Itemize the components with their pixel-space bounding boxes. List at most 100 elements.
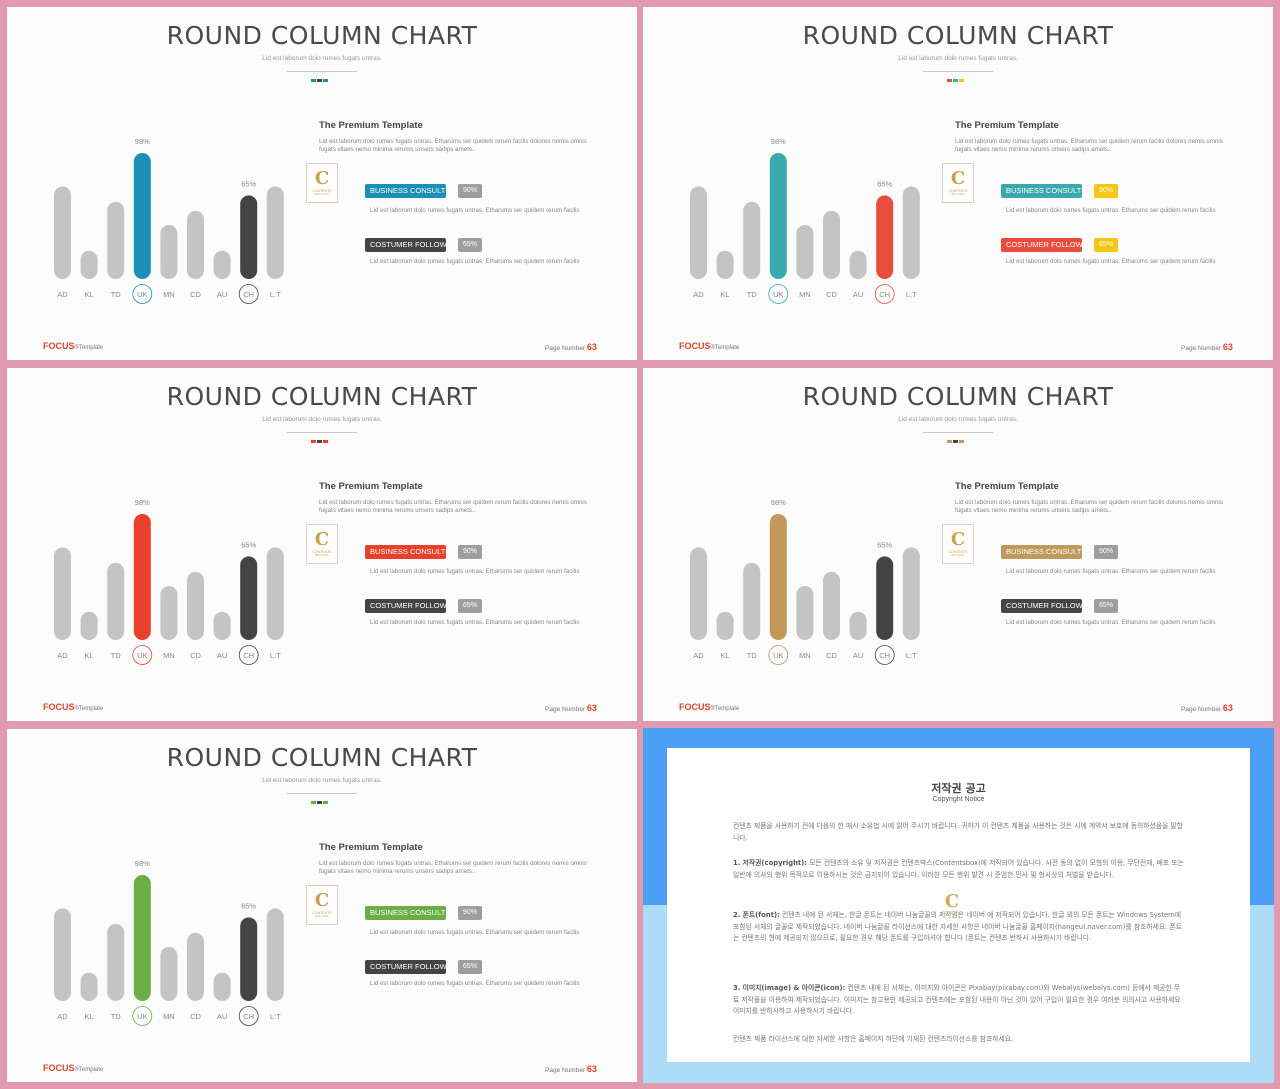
footer-brand: FOCUS®Template	[43, 1063, 103, 1073]
slide-title: ROUND COLUMN CHART	[166, 21, 478, 50]
logo-word: CONTENTS	[948, 550, 968, 554]
logo-word: CONTENTS	[948, 189, 968, 193]
tick-label-kl: KL	[85, 1012, 94, 1021]
highlight-ring-ch	[238, 1006, 259, 1026]
pct-badge-2: 65%	[458, 238, 482, 252]
copyright-p2-head: 2. 폰트(font):	[733, 911, 780, 919]
title-accent-dots	[947, 69, 971, 82]
bar-td	[107, 201, 125, 279]
label-costumer-follow: COSTUMER FOLLOW	[365, 960, 446, 974]
bar-lt	[902, 186, 920, 279]
brand-name: FOCUS	[679, 702, 711, 712]
title-accent-dots	[947, 430, 971, 443]
accent-dot	[323, 801, 328, 804]
value-label-uk: 98%	[135, 859, 150, 868]
brand-suffix: ®Template	[74, 706, 104, 712]
footer-brand: FOCUS®Template	[679, 341, 739, 351]
slide-5: ROUND COLUMN CHART Lid est laborum dolo r…	[7, 729, 637, 1082]
slide-subtitle: Lid est laborum dolo rumes fugats untras…	[262, 55, 382, 62]
pct-badge-2: 65%	[1094, 238, 1118, 252]
section-text: Lid est laborum dolo rumes fugats untras…	[319, 499, 587, 514]
tick-label-au: AU	[217, 290, 227, 299]
title-accent-dots	[311, 791, 335, 804]
title-divider	[287, 793, 357, 794]
section-title: The Premium Template	[955, 481, 1059, 492]
tick-label-ch: CH	[243, 651, 254, 660]
tick-label-mn: MN	[163, 651, 175, 660]
tick-label-lt: L:T	[906, 290, 917, 299]
brand-name: FOCUS	[43, 702, 75, 712]
value-label-uk: 98%	[135, 137, 150, 146]
value-label-ch: 65%	[241, 179, 256, 188]
slide-1: ROUND COLUMN CHART Lid est laborum dolo r…	[7, 7, 637, 360]
section-title: The Premium Template	[955, 120, 1059, 131]
footer-page-number: Page Number 63	[545, 703, 597, 713]
bar-lt	[266, 547, 284, 640]
brand-name: FOCUS	[43, 341, 75, 351]
label-costumer-follow: COSTUMER FOLLOW	[1001, 238, 1082, 252]
label1-text: Lid est laborum dolo rumes fugats untras…	[370, 568, 580, 575]
page-number: 63	[586, 703, 597, 713]
bar-ad	[54, 547, 71, 640]
label1-text: Lid est laborum dolo rumes fugats untras…	[1006, 568, 1216, 575]
bar-ad	[690, 547, 707, 640]
tick-label-lt: L:T	[270, 1012, 281, 1021]
copyright-p3-body: 컨텐츠 내에 된 서체는, 이미지와 아이콘은 Pixabay(pixabay.…	[733, 984, 1181, 1015]
label-business-consulting: BUSINESS CONSULTING	[365, 545, 446, 559]
logo-letter: C	[314, 168, 330, 189]
accent-dot	[953, 79, 958, 82]
copyright-p1-head: 1. 저작권(copyright):	[733, 859, 807, 867]
bar-cd	[823, 210, 840, 279]
highlight-ring-ch	[238, 645, 259, 665]
logo-tag: BOX LOGO	[951, 193, 965, 196]
label1-text: Lid est laborum dolo rumes fugats untras…	[370, 929, 580, 936]
logo-word: CONTENTS	[312, 550, 332, 554]
slide-title: ROUND COLUMN CHART	[166, 382, 478, 411]
page-number: 63	[1222, 703, 1233, 713]
bar-mn	[796, 586, 814, 640]
slide-title: ROUND COLUMN CHART	[166, 743, 478, 772]
round-column-chart: AD KL TD 98% UK MN CD AU 65% CH L:T	[690, 498, 920, 665]
bar-mn	[160, 947, 178, 1001]
slide-subtitle: Lid est laborum dolo rumes fugats untras…	[262, 416, 382, 423]
bar-mn	[796, 225, 814, 279]
value-label-ch: 65%	[877, 179, 892, 188]
bar-ch	[240, 556, 258, 640]
section-text: Lid est laborum dolo rumes fugats untras…	[955, 499, 1223, 514]
tick-label-mn: MN	[799, 290, 811, 299]
title-divider	[287, 432, 357, 433]
accent-dot	[947, 79, 952, 82]
section-title: The Premium Template	[319, 842, 423, 853]
title-accent-dots	[311, 430, 335, 443]
bar-ch	[240, 195, 258, 279]
tick-label-td: TD	[111, 290, 122, 299]
slide-title: ROUND COLUMN CHART	[802, 21, 1114, 50]
tick-label-lt: L:T	[906, 651, 917, 660]
copyright-outro: 컨텐츠 제품 라이선스에 대한 자세한 사항은 홈페이지 하단에 기재된 컨텐츠…	[733, 1035, 1014, 1043]
tick-label-uk: UK	[137, 651, 147, 660]
tick-label-ad: AD	[57, 1012, 68, 1021]
accent-dot	[953, 440, 958, 443]
tick-label-ch: CH	[243, 290, 254, 299]
bar-uk	[769, 514, 787, 640]
title-accent-dots	[311, 69, 335, 82]
label-costumer-follow: COSTUMER FOLLOW	[1001, 599, 1082, 613]
logo-letter: C	[314, 890, 330, 911]
bar-au	[213, 250, 231, 279]
page-number: 63	[1222, 342, 1233, 352]
label2-text: Lid est laborum dolo rumes fugats untras…	[1006, 619, 1216, 626]
bar-cd	[187, 932, 204, 1001]
label2-text: Lid est laborum dolo rumes fugats untras…	[1006, 258, 1216, 265]
tick-label-td: TD	[111, 651, 122, 660]
tick-label-uk: UK	[137, 290, 147, 299]
pct-badge-1: 90%	[458, 545, 482, 559]
tick-label-au: AU	[853, 290, 863, 299]
bar-ch	[876, 195, 894, 279]
bar-kl	[80, 611, 98, 640]
tick-label-uk: UK	[773, 290, 783, 299]
logo-letter: C	[314, 529, 330, 550]
contents-logo: C CONTENTS BOX LOGO	[942, 524, 974, 564]
tick-label-lt: L:T	[270, 290, 281, 299]
bar-td	[743, 201, 761, 279]
section-text: Lid est laborum dolo rumes fugats untras…	[319, 860, 587, 875]
